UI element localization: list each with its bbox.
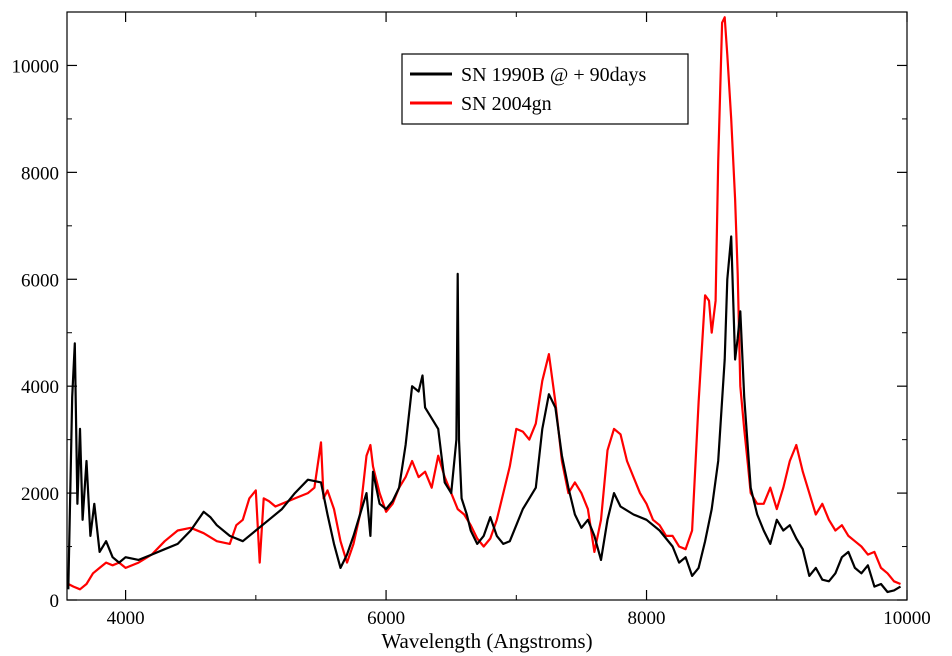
x-tick-label: 6000: [367, 608, 405, 629]
plot-frame: [66, 11, 908, 601]
y-tick-label: 4000: [21, 377, 59, 398]
legend: SN 1990B @ + 90days SN 2004gn: [401, 53, 689, 125]
legend-label-sn1990b: SN 1990B @ + 90days: [461, 64, 646, 86]
x-tick-label: 4000: [107, 608, 145, 629]
series-layer: [67, 16, 902, 594]
x-tick-label: 10000: [883, 608, 931, 629]
y-tick-label: 6000: [21, 270, 59, 291]
series-line-sn2004gn: [67, 16, 901, 591]
y-tick-label: 8000: [21, 163, 59, 184]
y-tick-label: 0: [50, 591, 60, 612]
legend-box: [401, 53, 689, 125]
y-tick-label: 10000: [12, 56, 60, 77]
series-line-sn1990b: [67, 235, 902, 594]
tick-labels-layer: 4000 6000 8000 10000 0 2000 4000 6000 8000 10000: [12, 56, 931, 629]
x-axis-title: Wavelength (Angstroms): [381, 629, 592, 653]
x-tick-label: 8000: [628, 608, 666, 629]
ticks-layer: [67, 11, 908, 601]
y-tick-label: 2000: [21, 484, 59, 505]
legend-label-sn2004gn: SN 2004gn: [461, 93, 552, 115]
